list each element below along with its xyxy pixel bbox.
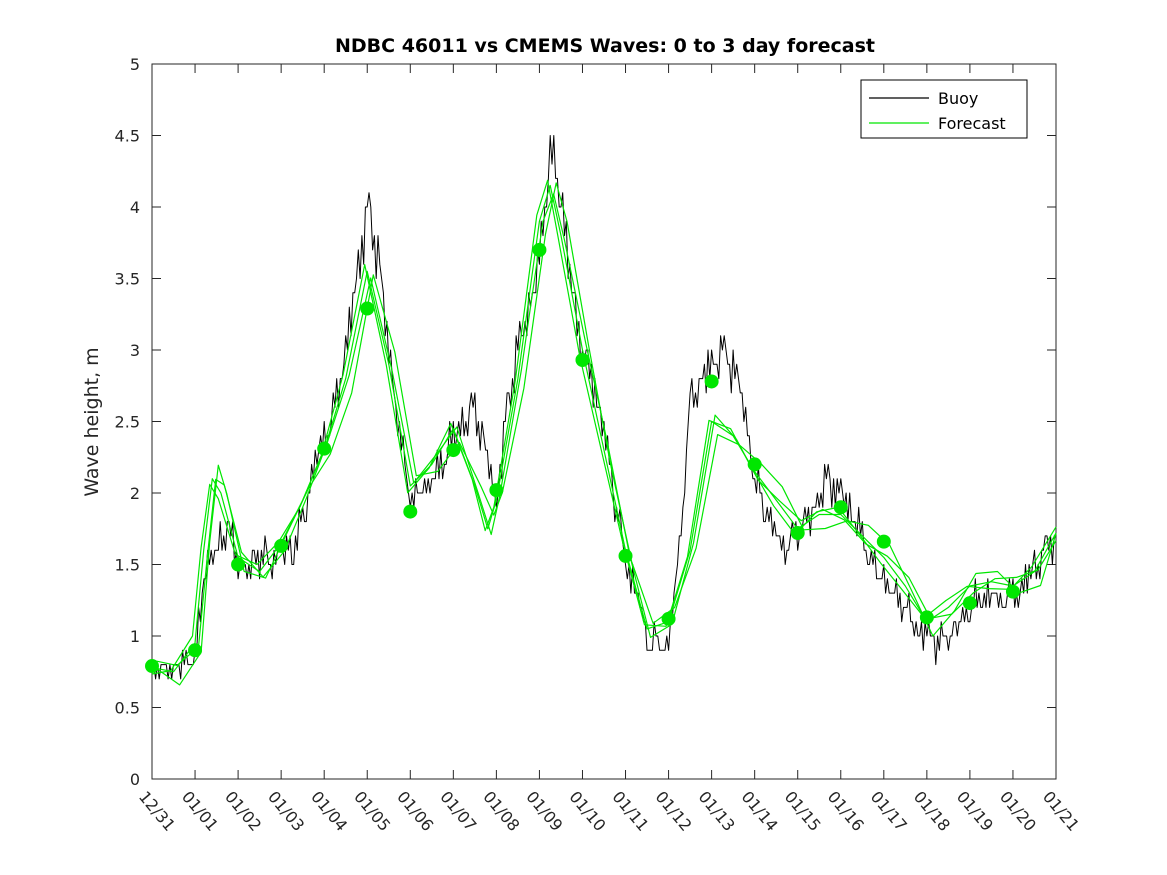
y-tick-label: 3.5 <box>115 270 140 289</box>
forecast-marker <box>231 557 246 572</box>
forecast-marker <box>1005 584 1020 599</box>
forecast-series-line <box>151 184 1057 673</box>
forecast-marker <box>661 611 676 626</box>
forecast-marker <box>704 374 719 389</box>
forecast-marker <box>919 610 934 625</box>
forecast-marker <box>876 534 891 549</box>
forecast-marker <box>790 526 805 541</box>
forecast-marker <box>446 443 461 458</box>
forecast-marker <box>618 548 633 563</box>
y-tick-label: 5 <box>130 55 140 74</box>
y-tick-label: 2.5 <box>115 413 140 432</box>
y-tick-label: 0.5 <box>115 699 140 718</box>
forecast-marker <box>575 353 590 368</box>
forecast-marker <box>317 441 332 456</box>
y-tick-label: 2 <box>130 484 140 503</box>
chart-title: NDBC 46011 vs CMEMS Waves: 0 to 3 day fo… <box>335 35 875 57</box>
legend-label: Buoy <box>938 89 978 108</box>
forecast-marker <box>747 457 762 472</box>
y-tick-label: 1 <box>130 627 140 646</box>
y-tick-label: 1.5 <box>115 556 140 575</box>
forecast-marker <box>145 659 159 674</box>
forecast-marker <box>532 242 547 257</box>
forecast-marker <box>360 301 375 316</box>
y-tick-label: 0 <box>130 770 140 789</box>
forecast-marker <box>188 643 203 658</box>
y-tick-label: 3 <box>130 341 140 360</box>
forecast-marker <box>489 483 504 498</box>
forecast-marker <box>274 538 289 553</box>
legend-box <box>860 79 1028 139</box>
forecast-marker <box>403 504 418 519</box>
forecast-series-line <box>151 179 1057 675</box>
forecast-marker <box>962 596 977 611</box>
y-tick-label: 4 <box>130 198 140 217</box>
forecast-marker <box>833 500 848 515</box>
legend-label: Forecast <box>938 114 1006 133</box>
legend: Buoy Forecast <box>860 79 1028 139</box>
y-axis-label: Wave height, m <box>81 347 103 496</box>
forecast-series-line <box>151 193 1057 667</box>
y-tick-label: 4.5 <box>115 127 140 146</box>
